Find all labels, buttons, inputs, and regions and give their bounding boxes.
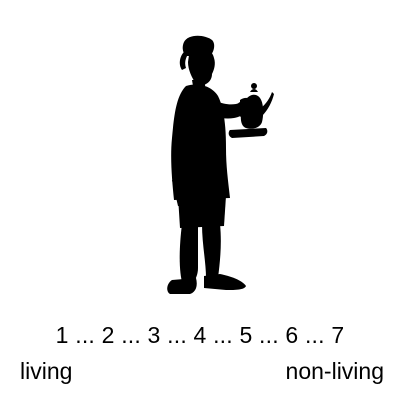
- scale-left-anchor-label: living: [20, 358, 73, 384]
- silhouette-figure: [140, 30, 290, 300]
- scale-right-anchor-label: non-living: [285, 358, 384, 384]
- silhouette-butler-with-teapot-icon: [167, 35, 274, 294]
- rating-scale-numbers: 1 ... 2 ... 3 ... 4 ... 5 ... 6 ... 7: [55, 322, 345, 348]
